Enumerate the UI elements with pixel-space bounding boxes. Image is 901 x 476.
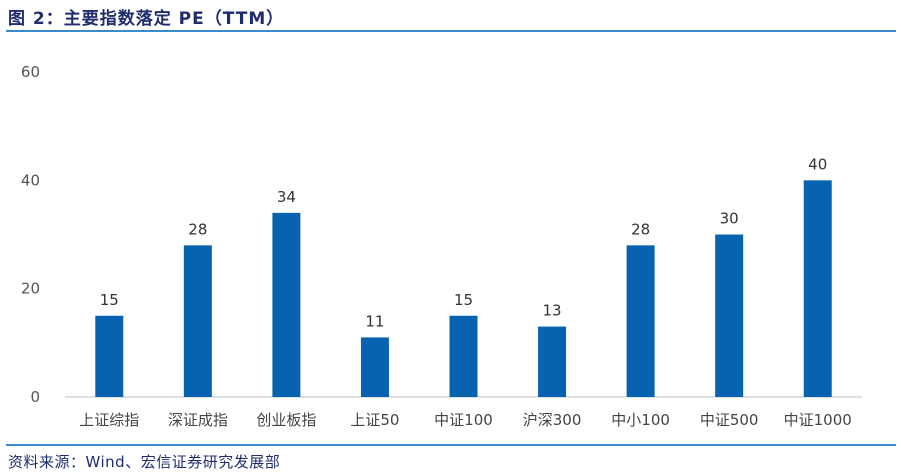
x-tick-label: 中小100 [611,411,670,429]
figure-title: 图 2：主要指数落定 PE（TTM） [8,9,285,29]
bar [449,315,478,397]
x-tick-label: 创业板指 [256,411,316,429]
data-label: 28 [631,220,650,238]
bar [95,315,124,397]
bar [803,180,832,397]
data-label: 34 [277,188,296,206]
bar [626,245,655,397]
x-tick-label: 中证500 [700,411,759,429]
x-tick-label: 深证成指 [168,411,228,429]
y-tick-label: 0 [30,388,40,406]
bar [183,245,212,397]
data-label: 28 [188,220,207,238]
y-tick-label: 60 [21,63,40,81]
bar [360,337,389,397]
data-label: 15 [100,291,119,309]
y-tick-label: 20 [21,280,40,298]
source-rule [6,444,896,446]
data-label: 40 [808,155,827,173]
title-rule [6,30,896,32]
x-tick-label: 上证50 [350,411,399,429]
x-tick-label: 中证1000 [784,411,852,429]
x-tick-label: 中证100 [434,411,493,429]
x-tick-label: 沪深300 [523,411,582,429]
bar [538,326,567,397]
y-tick-label: 40 [21,171,40,189]
data-label: 30 [720,210,739,228]
x-tick-label: 上证综指 [79,411,139,429]
bar [715,234,744,397]
data-label: 11 [365,312,384,330]
data-label: 13 [543,302,562,320]
bar [272,212,301,397]
source-note: 资料来源：Wind、宏信证券研究发展部 [8,453,281,471]
data-label: 15 [454,291,473,309]
